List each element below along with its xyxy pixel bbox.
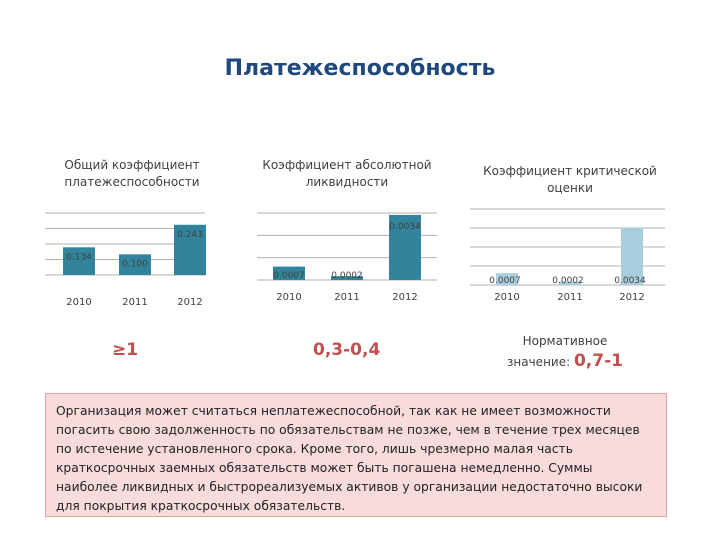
category-label: 2012 bbox=[177, 297, 202, 308]
data-label: 0.0002 bbox=[331, 271, 363, 281]
category-label: 2011 bbox=[122, 297, 147, 308]
chart-3-title: Коэффициент критической оценки bbox=[483, 164, 657, 195]
chart-2: 0.0007 2010 0.0002 2011 0.0034 2012 bbox=[257, 212, 437, 303]
chart-2-title: Коэффициент абсолютной ликвидности bbox=[262, 158, 432, 189]
norm-value-chart-2: 0,3-0,4 bbox=[313, 340, 381, 360]
data-label: 0.100 bbox=[122, 259, 148, 269]
bar-2011 bbox=[559, 281, 581, 285]
data-label: 0.243 bbox=[177, 230, 203, 240]
bar-2012 bbox=[389, 214, 421, 280]
bar-2010 bbox=[496, 273, 518, 285]
bar-2011 bbox=[331, 276, 363, 280]
category-label: 2010 bbox=[66, 297, 91, 308]
bar-2010 bbox=[63, 247, 95, 275]
norm-chart-3: Нормативное значение: 0,7-1 bbox=[495, 331, 635, 372]
chart-3: 0.0007 2010 0.0002 2011 0.0034 2012 bbox=[470, 208, 665, 303]
bar-2012 bbox=[621, 227, 643, 285]
data-label: 0.0002 bbox=[552, 276, 584, 286]
norm-value-chart-3: 0,7-1 bbox=[573, 351, 623, 371]
data-label: 0.134 bbox=[66, 252, 92, 262]
page-title: Платежеспособность bbox=[224, 56, 496, 81]
category-label: 2012 bbox=[392, 292, 417, 303]
data-label: 0.0034 bbox=[614, 276, 646, 286]
norm-value-chart-1: ≥1 bbox=[112, 340, 139, 360]
bar-2011 bbox=[119, 254, 151, 275]
chart-1: 0.134 2010 0.100 2011 0.243 2012 bbox=[45, 212, 206, 308]
norm-label-line-1: Нормативное bbox=[522, 334, 608, 348]
category-label: 2010 bbox=[494, 292, 519, 303]
category-label: 2010 bbox=[276, 292, 301, 303]
norm-label-line-2: значение: 0,7-1 bbox=[495, 351, 635, 372]
data-label: 0.0034 bbox=[389, 222, 421, 232]
category-label: 2011 bbox=[557, 292, 582, 303]
data-label: 0.0007 bbox=[489, 276, 521, 286]
bar-2012 bbox=[174, 224, 206, 275]
bar-2010 bbox=[273, 266, 305, 280]
category-label: 2012 bbox=[619, 292, 644, 303]
chart-1-title: Общий коэффициент платежеспособности bbox=[64, 158, 200, 189]
norm-label-text: значение: bbox=[507, 355, 571, 369]
category-label: 2011 bbox=[334, 292, 359, 303]
data-label: 0.0007 bbox=[273, 271, 305, 281]
summary-text: Организация может считаться неплатежеспо… bbox=[45, 393, 667, 517]
